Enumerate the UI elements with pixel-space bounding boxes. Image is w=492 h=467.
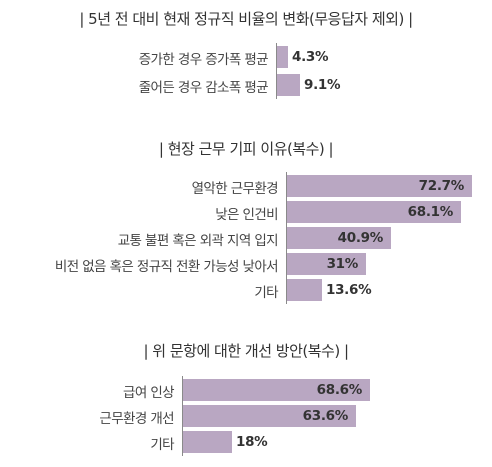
data-label: 13.6% [326,282,372,298]
chart-title: | 현장 근무 기피 이유(복수) | [158,140,334,158]
data-label: 18% [236,434,268,450]
bar [287,227,391,249]
data-label: 63.6% [302,408,349,424]
bar [183,379,370,401]
data-label: 4.3% [292,49,329,65]
data-label: 72.7% [418,178,465,194]
category-axis-line [276,43,277,99]
category-label: 비전 없음 혹은 정규직 전환 가능성 낮아서 [54,259,279,275]
bar [183,431,232,453]
category-label: 줄어든 경우 감소폭 평균 [138,80,269,96]
category-label: 기타 [150,437,174,453]
bar [287,253,366,275]
bar [183,405,356,427]
category-label: 열악한 근무환경 [191,181,279,197]
data-label: 31% [326,256,359,272]
category-label: 교통 불편 혹은 외곽 지역 입지 [117,233,279,249]
category-label: 근무환경 개선 [99,411,174,427]
bar [277,46,288,68]
data-label: 40.9% [337,230,384,246]
category-axis-line [182,376,183,456]
data-label: 68.6% [316,382,363,398]
chart-title: | 위 문항에 대한 개선 방안(복수) | [143,342,349,360]
category-label: 기타 [254,285,278,301]
bar [287,201,461,223]
category-axis-line [286,172,287,304]
chart-title: | 5년 전 대비 현재 정규직 비율의 변화(무응답자 제외) | [79,10,413,28]
category-label: 급여 인상 [123,385,175,401]
category-label: 낮은 인건비 [215,207,278,223]
data-label: 9.1% [304,77,341,93]
category-label: 증가한 경우 증가폭 평균 [138,52,269,68]
bar [287,175,472,197]
data-label: 68.1% [407,204,454,220]
bar [287,279,322,301]
bar [277,74,300,96]
